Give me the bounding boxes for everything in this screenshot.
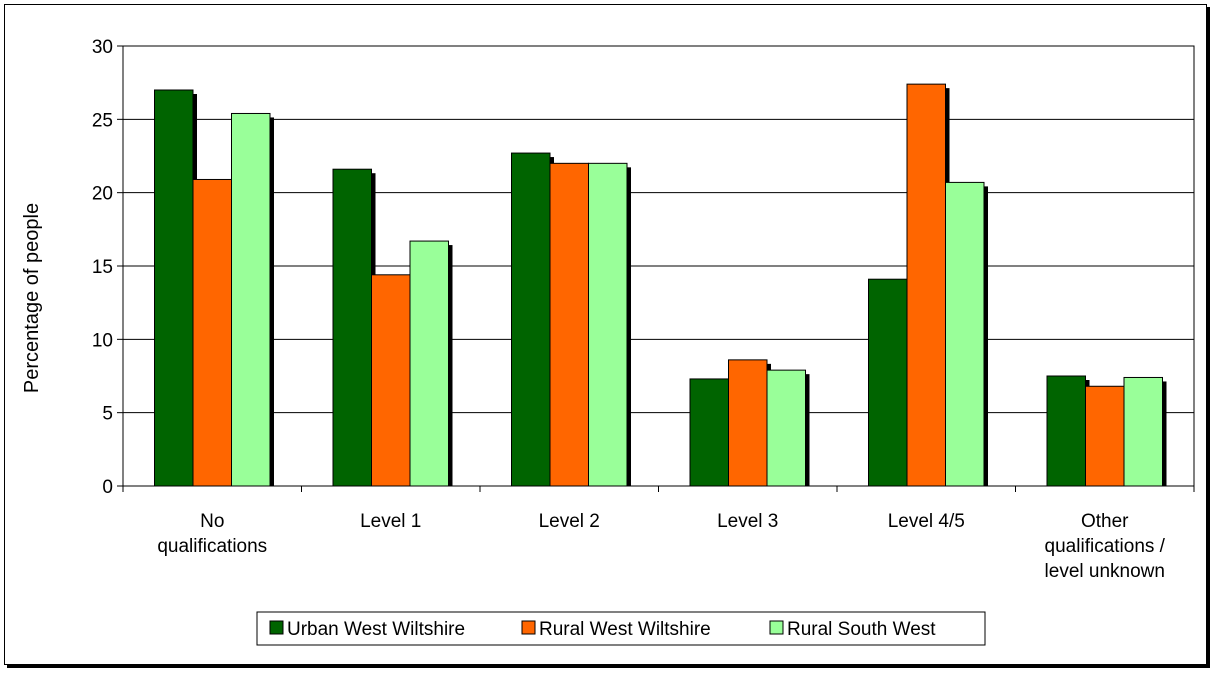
bar	[766, 369, 806, 487]
y-tick-labels: 0 5 10 15 20 25 30	[92, 37, 113, 498]
x-category-label: Level 3	[717, 511, 778, 532]
bar	[728, 359, 768, 487]
x-category-labels: No qualifications Level 1 Level 2 Level 3 Lev…	[157, 511, 1165, 582]
gridlines	[123, 45, 1194, 414]
bar	[588, 162, 628, 487]
y-tick-label: 25	[92, 110, 113, 131]
x-category-label: Level 4/5	[888, 511, 965, 532]
y-tick-label: 0	[102, 477, 113, 498]
x-category-label: Level 1	[360, 511, 421, 532]
y-tick-label: 10	[92, 330, 113, 351]
legend-label: Rural South West	[787, 619, 936, 640]
bar	[1046, 375, 1086, 487]
y-tick-label: 15	[92, 257, 113, 278]
bar	[371, 274, 411, 487]
bar	[1085, 385, 1125, 487]
y-tick-label: 5	[102, 404, 113, 425]
bar	[945, 181, 985, 487]
bar	[231, 112, 271, 487]
legend-box	[256, 611, 986, 646]
y-tick-label: 30	[92, 37, 113, 58]
legend-label: Rural West Wiltshire	[539, 619, 711, 640]
bars	[154, 83, 1167, 487]
legend-swatch	[269, 620, 284, 635]
bar	[1123, 376, 1163, 487]
legend-label: Urban West Wiltshire	[287, 619, 465, 640]
legend-swatch	[769, 620, 784, 635]
x-category-label: Other qualifications / level unknown	[1045, 511, 1166, 582]
bar	[511, 152, 551, 487]
bar	[192, 178, 232, 487]
axes	[117, 45, 1195, 492]
bar	[549, 162, 589, 487]
bar	[409, 240, 449, 487]
x-category-label: No qualifications	[157, 511, 267, 557]
legend: Urban West Wiltshire Rural West Wiltshire…	[256, 611, 986, 646]
bar	[906, 83, 946, 487]
bar	[868, 278, 908, 487]
legend-swatch	[521, 620, 536, 635]
bar	[154, 89, 194, 487]
x-category-label: Level 2	[539, 511, 600, 532]
y-tick-label: 20	[92, 184, 113, 205]
bar	[332, 168, 372, 487]
y-axis-title: Percentage of people	[21, 203, 43, 393]
bar	[689, 378, 729, 487]
